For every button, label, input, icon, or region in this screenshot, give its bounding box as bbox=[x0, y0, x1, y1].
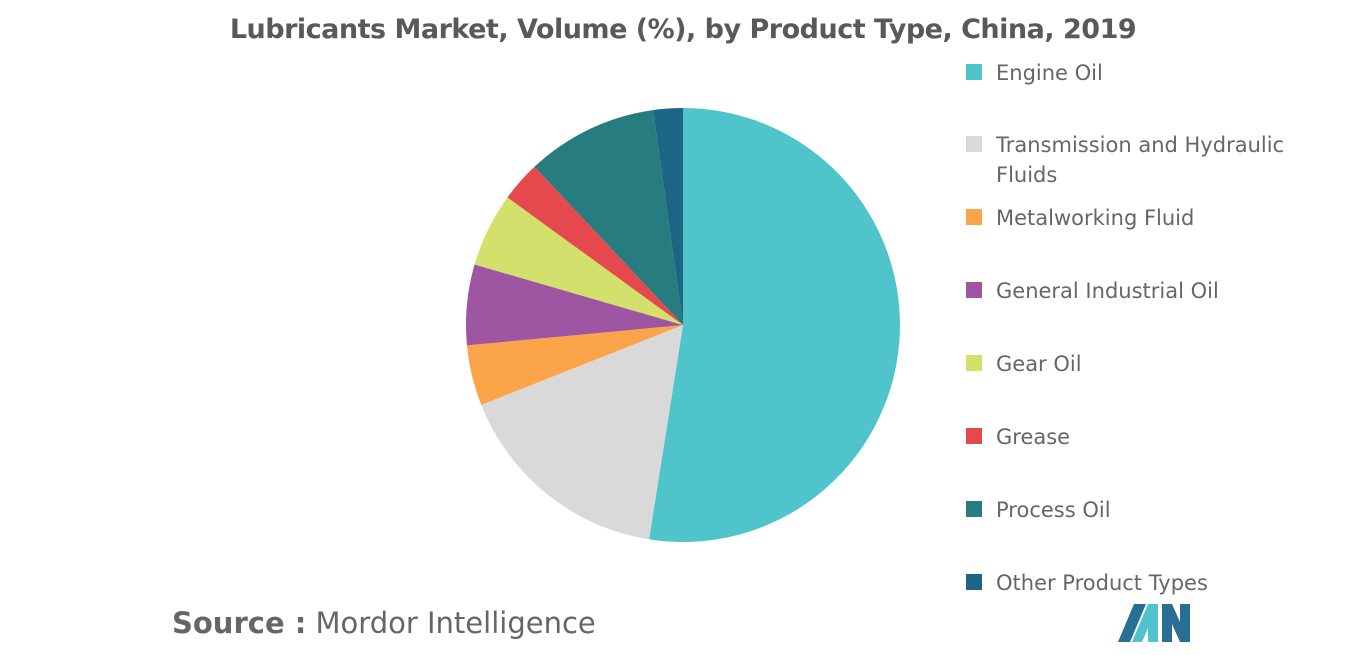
pie-slice-metalworking-fluid bbox=[466, 325, 683, 405]
pie-slices bbox=[465, 108, 900, 542]
legend-label: Grease bbox=[996, 425, 1071, 449]
pie-slice-process-oil bbox=[534, 110, 683, 325]
pie-slice-engine-oil bbox=[649, 108, 900, 542]
legend-label: Engine Oil bbox=[996, 61, 1103, 85]
source-note: Source : Mordor Intelligence bbox=[172, 606, 596, 640]
pie-slice-gear-oil bbox=[474, 197, 683, 325]
legend-label: Process Oil bbox=[996, 498, 1111, 522]
legend-swatch bbox=[966, 501, 982, 517]
chart-title: Lubricants Market, Volume (%), by Produc… bbox=[229, 14, 1137, 45]
pie-slice-general-industrial-oil bbox=[465, 264, 683, 346]
legend-swatch bbox=[966, 355, 982, 371]
legend-label: Gear Oil bbox=[996, 352, 1082, 376]
legend-label: Metalworking Fluid bbox=[996, 206, 1195, 230]
legend-swatch bbox=[966, 574, 982, 590]
legend-swatch bbox=[966, 282, 982, 298]
source-prefix: Source : bbox=[172, 606, 307, 640]
legend-label: Other Product Types bbox=[996, 571, 1208, 595]
legend-label: General Industrial Oil bbox=[996, 279, 1219, 303]
pie-slice-other-product-types bbox=[653, 108, 683, 325]
source-name: Mordor Intelligence bbox=[315, 606, 596, 640]
pie-slice-transmission-and-hydraulic-fluids bbox=[481, 325, 683, 540]
legend-swatch bbox=[966, 136, 982, 152]
mordor-intelligence-logo-icon bbox=[1118, 604, 1190, 642]
pie-slice-grease bbox=[507, 166, 683, 325]
legend-swatch bbox=[966, 209, 982, 225]
legend-swatch bbox=[966, 64, 982, 80]
legend-label: Transmission and Hydraulic Fluids bbox=[996, 133, 1285, 187]
legend-swatch bbox=[966, 428, 982, 444]
